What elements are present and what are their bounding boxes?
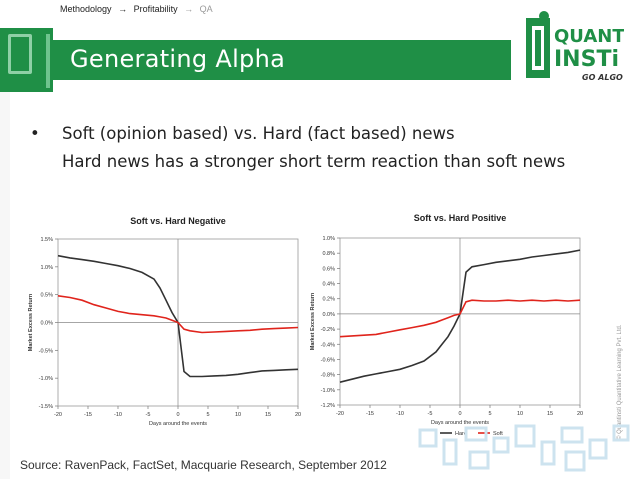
- x-axis-label: Days around the events: [149, 421, 207, 427]
- breadcrumb: Methodology → Profitability → QA: [60, 4, 217, 14]
- breadcrumb-item-profitability[interactable]: Profitability: [133, 4, 178, 14]
- title-bar: [53, 40, 511, 80]
- svg-text:© Quantinsti Quantitative Lear: © Quantinsti Quantitative Learning Pvt. …: [616, 324, 623, 440]
- bracket-icon: [8, 34, 32, 74]
- y-tick-label: 0.6%: [322, 266, 335, 272]
- breadcrumb-separator: →: [184, 4, 194, 14]
- y-tick-label: -0.5%: [39, 348, 53, 354]
- chart-hard-positive: Soft vs. Hard Positive 1.0% 0.8% 0.6% 0.4% 0.…: [308, 208, 594, 446]
- x-tick-label: -20: [336, 411, 344, 417]
- y-tick-label: -1.0%: [39, 376, 53, 382]
- logo-tagline: GO ALGO: [582, 73, 623, 82]
- y-tick-label: -0.2%: [321, 327, 335, 333]
- bullet-subtext: Hard news has a stronger short term reac…: [62, 152, 566, 171]
- y-tick-label: 1.0%: [40, 265, 53, 271]
- y-tick-label: 0.5%: [40, 293, 53, 299]
- x-tick-label: -10: [396, 411, 404, 417]
- y-tick-label: 1.5%: [40, 237, 53, 243]
- x-tick-label: 15: [265, 412, 271, 418]
- title-divider: [46, 34, 50, 88]
- series-line-hard: [339, 249, 581, 383]
- y-tick-label: -0.8%: [321, 373, 335, 379]
- x-tick-label: 0: [458, 411, 461, 417]
- x-tick-label: 15: [547, 411, 553, 417]
- copyright-note: © Quantinsti Quantitative Learning Pvt. …: [616, 324, 623, 440]
- source-citation: Source: RavenPack, FactSet, Macquarie Re…: [20, 458, 387, 472]
- chart-title: Soft vs. Hard Negative: [130, 216, 226, 226]
- decorative-pattern: [418, 424, 630, 472]
- y-tick-label: 0.0%: [322, 312, 335, 318]
- series-line-hard: [57, 254, 299, 378]
- x-tick-label: 10: [517, 411, 523, 417]
- chart-hard-negative: Soft vs. Hard Negative 1.5% 1.0% 0.5% 0.0% -0…: [22, 212, 308, 434]
- y-tick-label: 0.0%: [40, 321, 53, 327]
- y-tick-label: 0.8%: [322, 251, 335, 257]
- y-tick-label: 0.2%: [322, 297, 335, 303]
- y-tick-label: 0.4%: [322, 282, 335, 288]
- logo-text-quant: QUANT: [554, 26, 624, 47]
- x-tick-label: 5: [206, 412, 209, 418]
- breadcrumb-item-methodology[interactable]: Methodology: [60, 4, 112, 14]
- y-tick-label: -1.2%: [321, 403, 335, 409]
- slide-header: Methodology → Profitability → QA Generat…: [0, 0, 638, 92]
- x-tick-label: -15: [84, 412, 92, 418]
- bullet-point-icon: •: [30, 124, 40, 143]
- x-tick-label: -10: [114, 412, 122, 418]
- x-tick-label: -5: [428, 411, 433, 417]
- y-axis-label: Market Excess Return: [310, 292, 316, 350]
- x-tick-label: 20: [295, 412, 301, 418]
- y-tick-label: -1.5%: [39, 404, 53, 410]
- x-tick-label: 20: [577, 411, 583, 417]
- x-axis-label: Days around the events: [431, 420, 489, 426]
- y-tick-label: -0.6%: [321, 357, 335, 363]
- left-margin: [0, 92, 10, 479]
- y-tick-label: 1.0%: [322, 236, 335, 242]
- logo-text-insti: INSTi: [554, 47, 619, 72]
- x-tick-label: -5: [146, 412, 151, 418]
- quantinsti-logo: QUANT INSTi GO ALGO: [526, 11, 624, 82]
- legend-entry-hard: Hard: [455, 431, 467, 437]
- bullet-text: Soft (opinion based) vs. Hard (fact base…: [62, 124, 455, 143]
- page-title: Generating Alpha: [70, 45, 286, 73]
- x-tick-label: -20: [54, 412, 62, 418]
- x-tick-label: 10: [235, 412, 241, 418]
- y-tick-label: -1.0%: [321, 388, 335, 394]
- x-tick-label: 5: [488, 411, 491, 417]
- y-tick-label: -0.4%: [321, 342, 335, 348]
- breadcrumb-item-qa[interactable]: QA: [199, 4, 213, 14]
- series-line-soft: [339, 299, 581, 338]
- legend-entry-soft: Soft: [493, 431, 503, 437]
- x-tick-label: 0: [176, 412, 179, 418]
- breadcrumb-separator: →: [118, 4, 128, 14]
- y-axis-label: Market Excess Return: [28, 293, 34, 351]
- series-line-soft: [57, 295, 299, 334]
- x-tick-label: -15: [366, 411, 374, 417]
- chart-title: Soft vs. Hard Positive: [414, 213, 507, 223]
